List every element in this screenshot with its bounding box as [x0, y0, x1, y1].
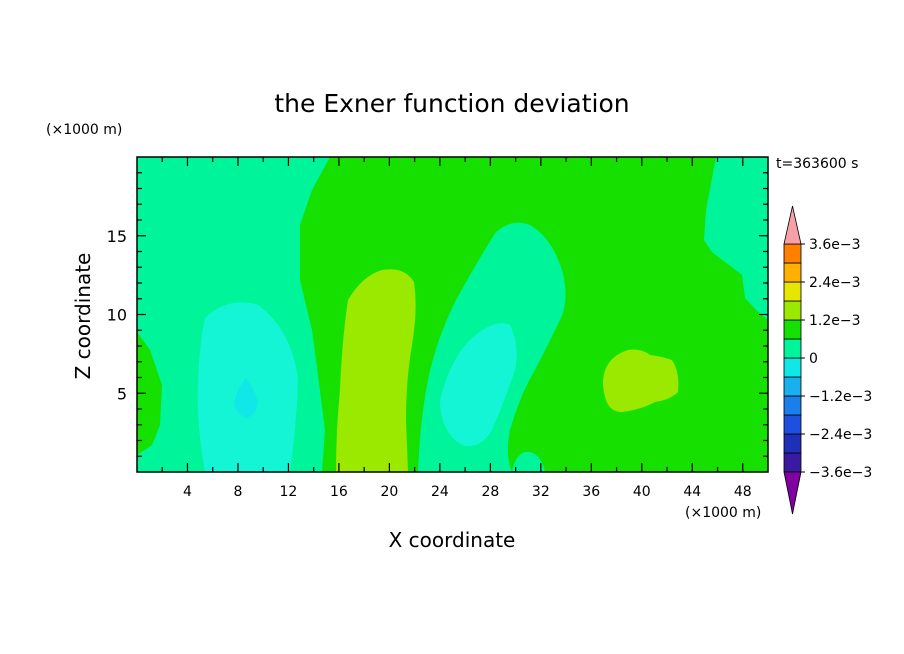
- colorbar-bin: [783, 452, 802, 473]
- y-tick-label: 15: [107, 227, 127, 246]
- colorbar-tick-label: 3.6e−3: [809, 237, 861, 253]
- y-tick-label: 5: [117, 384, 127, 403]
- colorbar-tick-label: −2.4e−3: [809, 427, 872, 443]
- x-tick-label: 16: [330, 484, 348, 500]
- contour-region-cyan-core: [234, 378, 258, 418]
- colorbar-tick-label: 1.2e−3: [809, 313, 861, 329]
- x-tick-label: 20: [380, 484, 398, 500]
- colorbar-bin: [783, 262, 802, 283]
- x-axis-ticks: 4 8 12 16 20 24 28 32 36 40 44 48: [161, 157, 752, 500]
- contour-region-top-right: [704, 157, 768, 320]
- time-label: t=363600 s: [776, 156, 858, 172]
- colorbar-min-triangle: [783, 471, 802, 515]
- x-tick-label: 40: [633, 484, 651, 500]
- colorbar-tick-label: 0: [809, 351, 818, 367]
- colorbar-bin: [783, 395, 802, 416]
- x-axis-label: X coordinate: [389, 528, 516, 552]
- x-tick-label: 36: [582, 484, 600, 500]
- contour-field: [137, 157, 768, 472]
- x-tick-label: 48: [734, 484, 752, 500]
- colorbar-max-triangle: [783, 205, 802, 245]
- x-tick-label: 44: [683, 484, 701, 500]
- x-tick-label: 12: [280, 484, 298, 500]
- x-tick-label: 8: [233, 484, 242, 500]
- chart-title: the Exner function deviation: [274, 89, 629, 118]
- x-tick-label: 32: [532, 484, 550, 500]
- x-tick-label: 4: [183, 484, 192, 500]
- y-axis-label: Z coordinate: [71, 253, 95, 380]
- contour-region-bottom-stub: [512, 451, 545, 472]
- x-tick-label: 24: [431, 484, 449, 500]
- y-tick-label: 10: [107, 306, 127, 325]
- colorbar-bin: [783, 357, 802, 378]
- colorbar-bin: [783, 243, 802, 264]
- x-tick-label: 28: [481, 484, 499, 500]
- contour-region-positive-center: [336, 269, 416, 472]
- colorbar-bin: [783, 414, 802, 435]
- colorbar-tick-label: −3.6e−3: [809, 465, 872, 481]
- colorbar-bin: [783, 376, 802, 397]
- colorbar-bin: [783, 433, 802, 454]
- colorbar: 3.6e−3 2.4e−3 1.2e−3 0 −1.2e−3 −2.4e−3 −3.6e−3: [783, 205, 872, 515]
- x-axis-unit: (×1000 m): [685, 505, 761, 521]
- colorbar-tick-label: −1.2e−3: [809, 389, 872, 405]
- colorbar-bin: [783, 300, 802, 321]
- colorbar-bin: [783, 319, 802, 340]
- contour-region-positive-right: [603, 349, 679, 412]
- colorbar-tick-label: 2.4e−3: [809, 275, 861, 291]
- colorbar-bin: [783, 338, 802, 359]
- colorbar-bin: [783, 281, 802, 302]
- contour-region-left-edge: [137, 332, 162, 455]
- y-axis-unit: (×1000 m): [46, 122, 122, 138]
- contour-region-cyan-mid: [440, 323, 517, 446]
- y-axis-ticks: 5 10 15: [107, 172, 768, 457]
